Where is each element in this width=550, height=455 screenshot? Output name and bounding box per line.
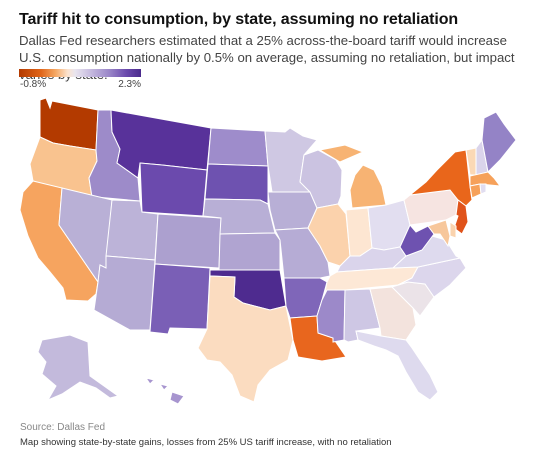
state-new-mexico[interactable] (149, 263, 211, 335)
state-pennsylvania[interactable] (403, 189, 459, 226)
state-south-dakota[interactable] (204, 163, 269, 205)
legend-max-label: 2.3% (118, 79, 141, 90)
state-wisconsin[interactable] (299, 149, 343, 209)
state-indiana[interactable] (345, 207, 373, 257)
state-wyoming[interactable] (139, 162, 208, 217)
state-connecticut[interactable] (469, 183, 482, 199)
state-kansas[interactable] (218, 232, 281, 271)
state-delaware[interactable] (449, 221, 457, 239)
legend-gradient-bar (19, 69, 141, 77)
state-north-dakota[interactable] (207, 127, 269, 167)
state-maine[interactable] (481, 111, 517, 174)
state-new-jersey[interactable] (453, 199, 469, 235)
chart-title: Tariff hit to consumption, by state, ass… (19, 11, 459, 28)
state-north-carolina[interactable] (397, 257, 467, 298)
state-colorado[interactable] (154, 213, 222, 269)
state-texas[interactable] (197, 275, 294, 403)
state-mississippi[interactable] (316, 289, 346, 343)
state-arizona[interactable] (93, 255, 156, 331)
state-hawaii[interactable] (144, 377, 185, 405)
map-caption: Map showing state-by-state gains, losses… (20, 437, 392, 448)
state-michigan[interactable] (318, 144, 387, 209)
state-alaska[interactable] (37, 334, 120, 402)
state-rhode-island[interactable] (479, 183, 487, 195)
state-florida[interactable] (355, 330, 439, 401)
color-legend: -0.8% 2.3% (19, 69, 141, 91)
state-maryland[interactable] (427, 219, 451, 248)
legend-min-label: -0.8% (20, 79, 47, 90)
source-note: Source: Dallas Fed (20, 422, 106, 433)
